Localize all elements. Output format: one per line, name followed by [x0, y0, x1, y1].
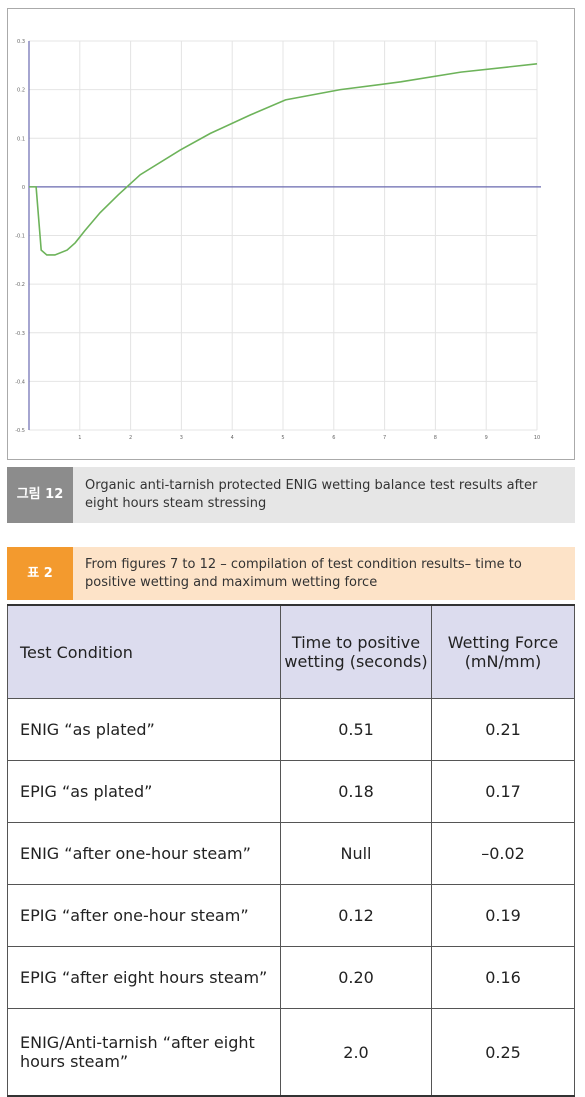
table-cell: ENIG “after one-hour steam” — [7, 822, 281, 885]
y-tick-label: 0.2 — [17, 88, 25, 94]
x-tick-label: 7 — [383, 435, 386, 441]
table-label: 표 2 — [7, 547, 73, 600]
header-cell: Time to positive wetting (seconds) — [280, 604, 432, 699]
table-cell: 0.25 — [431, 1008, 575, 1097]
table-cell: Null — [280, 822, 432, 885]
x-tick-label: 9 — [485, 435, 488, 441]
data-line — [29, 63, 538, 256]
table-cell: 0.21 — [431, 698, 575, 761]
y-tick-label: 0.1 — [17, 136, 25, 142]
header-row: Test Condition Time to positive wetting (… — [7, 604, 575, 699]
y-tick-label: -0.2 — [15, 282, 25, 288]
table-cell: ENIG/Anti-tarnish “after eight hours ste… — [7, 1008, 281, 1097]
table-cell: EPIG “after one-hour steam” — [7, 884, 281, 947]
y-tick-label: -0.3 — [15, 331, 25, 337]
table-cell: 0.19 — [431, 884, 575, 947]
x-tick-label: 3 — [180, 435, 183, 441]
table-row: EPIG “after one-hour steam” 0.12 0.19 — [7, 884, 575, 947]
table-caption: 표 2 From figures 7 to 12 – compilation o… — [7, 547, 575, 600]
table-row: ENIG “after one-hour steam” Null –0.02 — [7, 822, 575, 885]
figure-label: 그림 12 — [7, 467, 73, 523]
x-tick-label: 4 — [231, 435, 234, 441]
header-cell: Wetting Force (mN/mm) — [431, 604, 575, 699]
table-row: ENIG “as plated” 0.51 0.21 — [7, 698, 575, 761]
table-cell: 0.16 — [431, 946, 575, 1009]
table-cell: ENIG “as plated” — [7, 698, 281, 761]
table-cell: –0.02 — [431, 822, 575, 885]
table-cell: 0.20 — [280, 946, 432, 1009]
x-tick-label: 10 — [534, 435, 540, 441]
y-tick-label: 0 — [22, 185, 25, 191]
figure-text: Organic anti-tarnish protected ENIG wett… — [85, 478, 538, 511]
table-cell: 0.17 — [431, 760, 575, 823]
x-tick-label: 8 — [434, 435, 437, 441]
table-cell: EPIG “as plated” — [7, 760, 281, 823]
table-row: EPIG “after eight hours steam” 0.20 0.16 — [7, 946, 575, 1009]
results-table: Test Condition Time to positive wetting (… — [7, 604, 575, 1097]
chart: 0.3 0.2 0.1 0 -0.1 -0.2 -0.3 -0.4 -0.5 1 2 3 4 5 6 7 8 9 1… — [7, 8, 575, 460]
x-tick-label: 2 — [129, 435, 132, 441]
x-tick-label: 1 — [78, 435, 81, 441]
table-text: From figures 7 to 12 – compilation of te… — [85, 556, 522, 590]
y-tick-label: 0.3 — [17, 39, 25, 45]
y-tick-label: -0.1 — [15, 234, 25, 240]
y-tick-label: -0.4 — [15, 379, 25, 385]
header-cell: Test Condition — [7, 604, 281, 699]
chart-frame — [7, 8, 575, 460]
figure-caption: 그림 12 Organic anti-tarnish protected ENI… — [7, 467, 575, 523]
x-tick-label: 6 — [332, 435, 335, 441]
table-row: ENIG/Anti-tarnish “after eight hours ste… — [7, 1008, 575, 1097]
y-tick-label: -0.5 — [15, 428, 25, 434]
table-cell: EPIG “after eight hours steam” — [7, 946, 281, 1009]
table-cell: 2.0 — [280, 1008, 432, 1097]
table-cell: 0.12 — [280, 884, 432, 947]
table-row: EPIG “as plated” 0.18 0.17 — [7, 760, 575, 823]
table-cell: 0.18 — [280, 760, 432, 823]
x-tick-label: 5 — [281, 435, 284, 441]
table-cell: 0.51 — [280, 698, 432, 761]
